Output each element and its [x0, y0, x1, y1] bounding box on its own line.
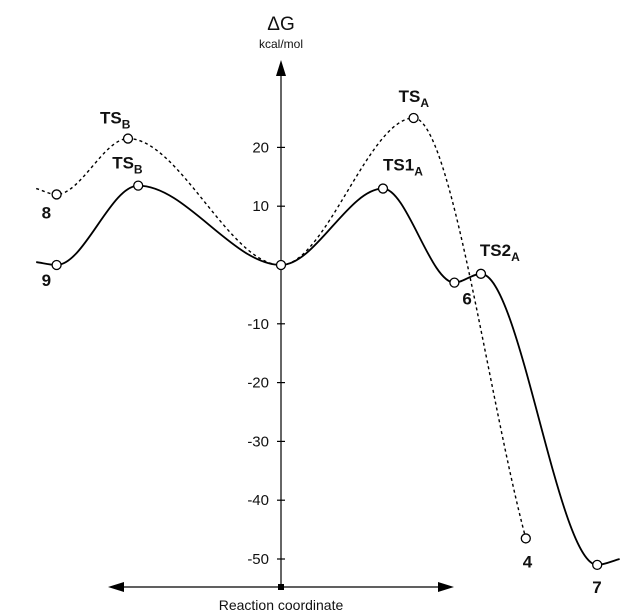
- state-point: [377, 183, 389, 194]
- state-label: TS1A: [383, 156, 423, 179]
- state-points: [51, 112, 603, 571]
- solid-energy-curve: [36, 184, 620, 566]
- state-label: 4: [523, 552, 533, 571]
- state-point: [122, 133, 134, 144]
- x-axis-right-arrowhead: [438, 582, 454, 592]
- state-point: [133, 180, 144, 191]
- state-label: 6: [462, 290, 471, 309]
- state-point: [520, 533, 531, 544]
- state-point: [51, 189, 62, 200]
- state-point: [408, 112, 419, 124]
- y-tick-label: -30: [247, 433, 269, 450]
- x-axis-origin-marker: [278, 584, 284, 590]
- state-label: 7: [592, 578, 601, 597]
- y-ticks: 20 10 -10 -20 -30 -40 -50: [247, 139, 285, 568]
- state-point: [51, 259, 62, 271]
- axes: [108, 60, 454, 592]
- y-axis-unit: kcal/mol: [259, 37, 303, 51]
- state-point: [592, 559, 603, 571]
- state-label: TSB: [112, 154, 143, 177]
- y-axis-title: ΔG: [267, 14, 294, 35]
- state-point: [475, 268, 487, 279]
- state-point: [449, 277, 460, 288]
- y-axis-arrowhead: [276, 60, 286, 76]
- y-tick-label: 20: [252, 139, 269, 156]
- state-label: TS2A: [480, 241, 520, 264]
- state-label: 8: [42, 203, 51, 222]
- state-label: TSB: [100, 109, 131, 132]
- energy-curves: [36, 117, 620, 566]
- y-tick-label: -40: [247, 492, 269, 509]
- x-axis-left-arrowhead: [108, 582, 124, 592]
- y-tick-label: 10: [252, 198, 269, 215]
- state-point: [275, 259, 287, 271]
- x-axis-title: Reaction coordinate: [219, 597, 344, 613]
- y-tick-label: -10: [247, 316, 269, 333]
- y-tick-label: -20: [247, 375, 269, 392]
- y-tick-label: -50: [247, 551, 269, 568]
- state-label: 9: [42, 271, 51, 290]
- state-label: TSA: [399, 87, 430, 110]
